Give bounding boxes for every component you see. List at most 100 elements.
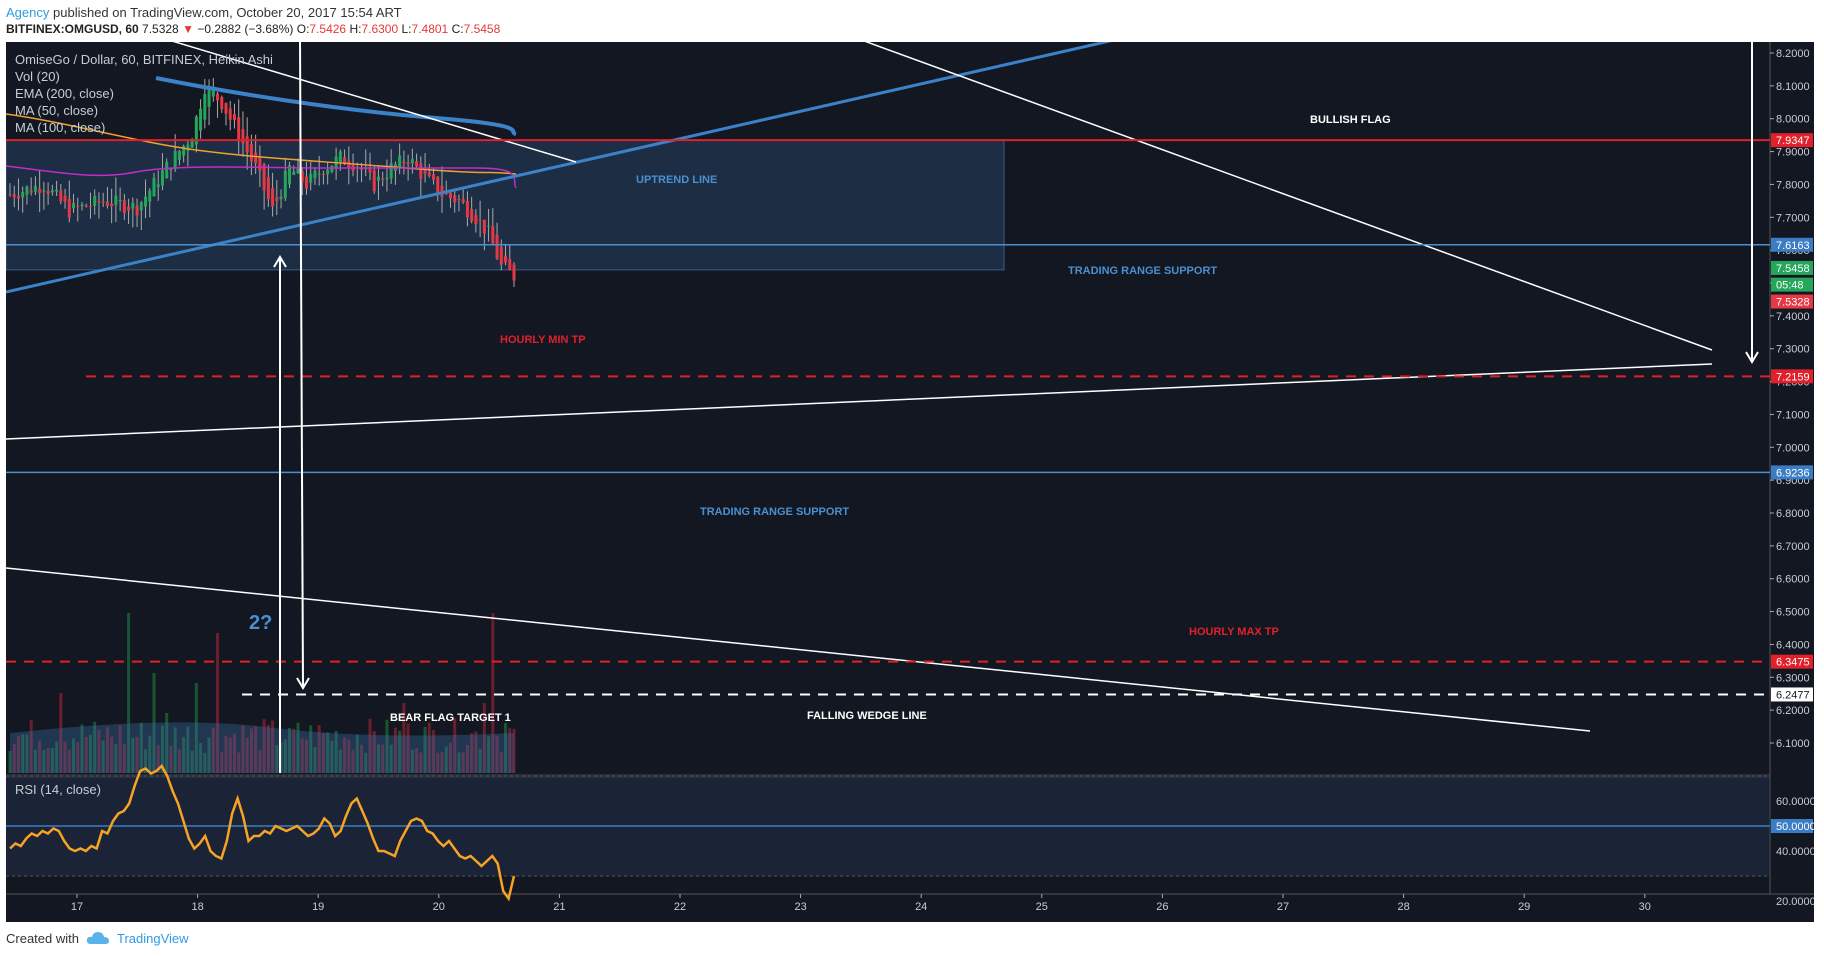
price-label-badge (1771, 260, 1813, 275)
flag-upper-line (864, 42, 1713, 351)
candle-body (84, 205, 88, 207)
candle-body (275, 197, 279, 201)
upper-trend-line (172, 42, 577, 163)
time-tick-label: 29 (1518, 901, 1530, 913)
author-link[interactable]: Agency (6, 5, 50, 20)
volume-bar (304, 739, 308, 773)
volume-bar (203, 752, 207, 773)
candle-body (254, 152, 258, 164)
bullish-flag-label: BULLISH FLAG (1310, 114, 1391, 126)
time-tick-label: 19 (312, 901, 324, 913)
volume-bar (372, 731, 376, 773)
legend-title[interactable]: OmiseGo / Dollar, 60, BITFINEX, Heikin A… (15, 52, 273, 67)
trading-range-support-label-2: TRADING RANGE SUPPORT (700, 506, 850, 518)
falling-wedge-line (6, 567, 1591, 732)
candle-body (216, 93, 220, 101)
candle-body (63, 195, 67, 202)
candle-body (491, 226, 495, 244)
candle-body (38, 188, 42, 194)
candle-body (241, 129, 245, 144)
candle-body (465, 200, 469, 218)
tradingview-cloud-icon[interactable] (86, 930, 110, 946)
hourly-min-tp-label: HOURLY MIN TP (500, 334, 586, 346)
candle-body (398, 155, 402, 168)
volume-bar (334, 730, 338, 773)
candle-body (237, 117, 241, 142)
candle-body (249, 144, 253, 162)
open-label: O: (296, 22, 310, 36)
candle-body (440, 185, 444, 197)
price-label-value: 7.6163 (1776, 240, 1810, 252)
price-tick-label: 6.4000 (1776, 639, 1810, 651)
candle-body (266, 177, 270, 200)
candle-body (46, 190, 50, 194)
candle-body (474, 215, 478, 225)
bear-flag-target-label: BEAR FLAG TARGET 1 (390, 712, 511, 724)
candle-body (296, 168, 300, 174)
measure-arrow-up-head (273, 255, 287, 268)
volume-bar (114, 744, 118, 773)
volume-bar (207, 737, 211, 773)
volume-bar (262, 719, 266, 773)
symbol-line: BITFINEX:OMGUSD, 60 7.5328 ▼ −0.2882 (−3… (6, 22, 500, 36)
chart-area[interactable]: 8.20008.10008.00007.90007.80007.70007.60… (6, 42, 1814, 922)
volume-bar (330, 740, 334, 773)
candle-body (21, 192, 25, 198)
tradingview-link[interactable]: TradingView (117, 931, 189, 946)
candle-body (457, 198, 461, 200)
candle-body (152, 177, 156, 197)
candle-body (165, 161, 169, 178)
candle-body (448, 192, 452, 199)
legend-rsi[interactable]: RSI (14, close) (15, 782, 101, 797)
volume-bar (351, 749, 355, 773)
price-tick-label: 8.1000 (1776, 81, 1810, 93)
rsi-tick-label: 50.0000 (1776, 821, 1814, 833)
time-tick-label: 25 (1036, 901, 1048, 913)
volume-bar (237, 752, 241, 773)
candle-body (186, 144, 190, 151)
volume-bar (148, 735, 152, 773)
candle-body (101, 201, 105, 203)
uptrend-line-label: UPTREND LINE (636, 174, 718, 186)
volume-bar (169, 745, 173, 773)
hourly-max-tp-label: HOURLY MAX TP (1189, 626, 1279, 638)
candle-body (338, 151, 342, 163)
footer: Created with TradingView (0, 922, 1824, 956)
legend-ema[interactable]: EMA (200, close) (15, 86, 114, 101)
price-scale: 8.20008.10008.00007.90007.80007.70007.60… (1770, 48, 1814, 908)
rsi-current-badge (1771, 819, 1813, 833)
low-label: L: (401, 22, 412, 36)
close-label: C: (451, 22, 464, 36)
candle-body (182, 145, 186, 156)
volume-bar (436, 752, 440, 773)
volume-group (8, 613, 516, 773)
candle-body (372, 170, 376, 192)
candle-body (114, 195, 118, 206)
volume-bar (232, 733, 236, 773)
legend-ma50[interactable]: MA (50, close) (15, 103, 99, 118)
volume-bar (8, 751, 12, 773)
volume-bar (491, 613, 495, 773)
volume-bar (398, 730, 402, 773)
chart-canvas[interactable]: 8.20008.10008.00007.90007.80007.70007.60… (6, 42, 1814, 922)
candle-body (224, 103, 228, 114)
volume-bar (131, 737, 135, 773)
candle-body (292, 171, 296, 175)
time-tick-label: 23 (794, 901, 806, 913)
volume-bar (326, 732, 330, 773)
volume-bar (220, 751, 224, 773)
volume-bar (271, 720, 275, 773)
volume-bar (199, 743, 203, 773)
volume-bar (258, 750, 262, 773)
candle-body (376, 176, 380, 181)
volume-bar (482, 703, 486, 773)
volume-bar (465, 745, 469, 773)
legend-volume[interactable]: Vol (20) (15, 69, 60, 84)
volume-bar (419, 752, 423, 773)
legend-ma100[interactable]: MA (100, close) (15, 120, 106, 135)
candle-body (330, 165, 334, 173)
candle-body (461, 199, 465, 203)
candle-body (72, 203, 76, 209)
falling-wedge-line-label: FALLING WEDGE LINE (807, 710, 927, 722)
volume-bar (461, 752, 465, 773)
